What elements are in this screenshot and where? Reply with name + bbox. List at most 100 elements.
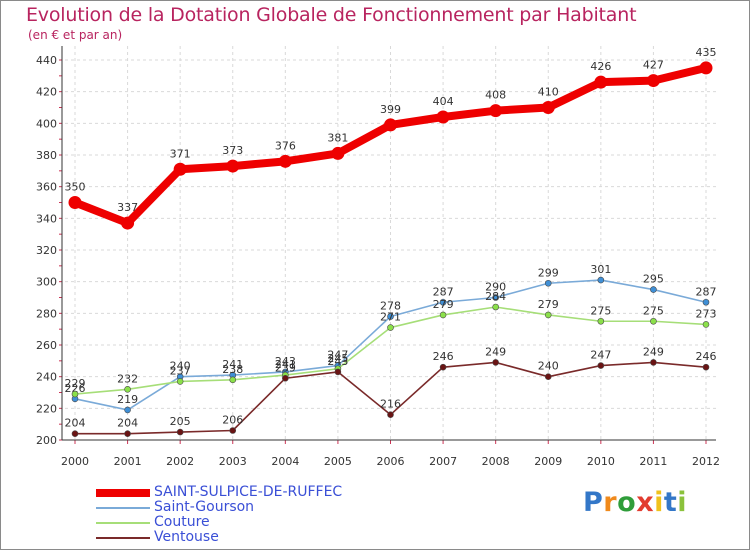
- y-tick-label: 440: [36, 54, 57, 67]
- logo-letter: t: [663, 487, 678, 518]
- data-point: [702, 321, 710, 328]
- data-point: [226, 159, 240, 173]
- data-label: 279: [433, 298, 454, 311]
- data-point: [489, 104, 503, 118]
- data-label: 246: [433, 350, 454, 363]
- legend: SAINT-SULPICE-DE-RUFFEC Saint-Gourson Cout…: [96, 485, 342, 545]
- data-point: [229, 376, 237, 384]
- data-label: 381: [327, 131, 348, 144]
- data-point: [541, 101, 555, 114]
- data-point: [594, 75, 608, 89]
- data-label: 271: [380, 311, 401, 324]
- data-point: [124, 386, 131, 393]
- data-point: [387, 324, 394, 331]
- chart-title: Evolution de la Dotation Globale de Fonc…: [26, 4, 637, 26]
- data-label: 290: [485, 281, 506, 294]
- x-tick-label: 2011: [639, 455, 667, 468]
- data-point: [173, 162, 187, 176]
- data-point: [544, 373, 552, 380]
- data-point: [702, 363, 710, 371]
- legend-item: Saint-Gourson: [96, 500, 342, 515]
- data-label: 240: [538, 360, 559, 373]
- data-label: 240: [170, 360, 191, 373]
- data-label: 226: [65, 382, 86, 395]
- data-point: [597, 317, 605, 325]
- data-label: 408: [485, 89, 506, 102]
- y-tick-label: 200: [36, 434, 57, 447]
- data-label: 410: [538, 86, 559, 99]
- data-point: [278, 154, 292, 168]
- data-label: 275: [643, 304, 664, 317]
- data-point: [229, 427, 237, 434]
- x-tick-label: 2008: [482, 455, 510, 468]
- data-point: [544, 279, 552, 287]
- y-tick-label: 360: [36, 181, 57, 194]
- data-label: 273: [696, 307, 717, 320]
- x-tick-label: 2004: [271, 455, 299, 468]
- y-tick-label: 420: [36, 86, 57, 99]
- plot-area: [65, 46, 716, 440]
- legend-label: SAINT-SULPICE-DE-RUFFEC: [154, 484, 343, 500]
- y-tick-label: 340: [36, 212, 57, 225]
- data-label: 247: [590, 349, 611, 362]
- data-label: 237: [170, 364, 191, 377]
- data-point: [387, 411, 394, 418]
- data-label: 239: [275, 361, 296, 374]
- data-label: 246: [696, 350, 717, 363]
- data-point: [334, 368, 342, 376]
- legend-swatch: [96, 488, 150, 497]
- x-tick-label: 2009: [534, 455, 562, 468]
- logo-letter: P: [583, 487, 604, 518]
- data-point: [282, 374, 289, 382]
- data-point: [439, 298, 447, 306]
- data-label: 216: [380, 398, 401, 411]
- data-point: [650, 317, 657, 325]
- x-tick-label: 2010: [587, 455, 615, 468]
- logo-letter: x: [636, 487, 655, 518]
- data-label: 435: [696, 46, 717, 59]
- data-point: [68, 196, 82, 209]
- logo-letter: i: [677, 487, 688, 518]
- data-label: 245: [327, 352, 348, 365]
- legend-label: Couture: [154, 514, 210, 530]
- legend-label: Saint-Gourson: [154, 499, 255, 515]
- x-tick-label: 2007: [429, 455, 457, 468]
- data-label: 205: [170, 415, 191, 428]
- data-label: 337: [117, 201, 138, 214]
- x-tick-label: 2005: [324, 455, 352, 468]
- data-point: [121, 216, 135, 230]
- data-label: 204: [65, 417, 86, 430]
- data-point: [646, 74, 660, 88]
- legend-swatch: [96, 506, 150, 509]
- data-label: 206: [222, 414, 243, 427]
- data-label: 249: [485, 345, 506, 358]
- x-tick-label: 2003: [219, 455, 247, 468]
- data-point: [124, 406, 131, 414]
- x-tick-label: 2012: [692, 455, 720, 468]
- data-point: [492, 303, 499, 311]
- y-tick-label: 220: [36, 402, 57, 415]
- data-point: [492, 294, 499, 301]
- data-label: 426: [590, 60, 611, 73]
- data-label: 287: [696, 285, 717, 298]
- data-label: 249: [643, 345, 664, 358]
- data-label: 275: [590, 304, 611, 317]
- data-label: 399: [380, 103, 401, 116]
- data-label: 404: [433, 95, 454, 108]
- data-point: [597, 276, 605, 284]
- x-tick-label: 2006: [377, 455, 405, 468]
- legend-label: Ventouse: [154, 529, 219, 545]
- chart-subtitle: (en € et par an): [28, 28, 123, 42]
- data-label: 299: [538, 266, 559, 279]
- logo-letter: i: [654, 487, 664, 518]
- data-point: [650, 286, 657, 293]
- data-label: 301: [590, 263, 611, 276]
- data-point: [176, 428, 184, 436]
- legend-item: Couture: [96, 515, 342, 530]
- legend-swatch: [96, 536, 150, 539]
- x-tick-label: 2001: [114, 455, 142, 468]
- logo-letter: o: [617, 487, 637, 518]
- y-tick-label: 300: [36, 276, 57, 289]
- data-point: [699, 61, 713, 75]
